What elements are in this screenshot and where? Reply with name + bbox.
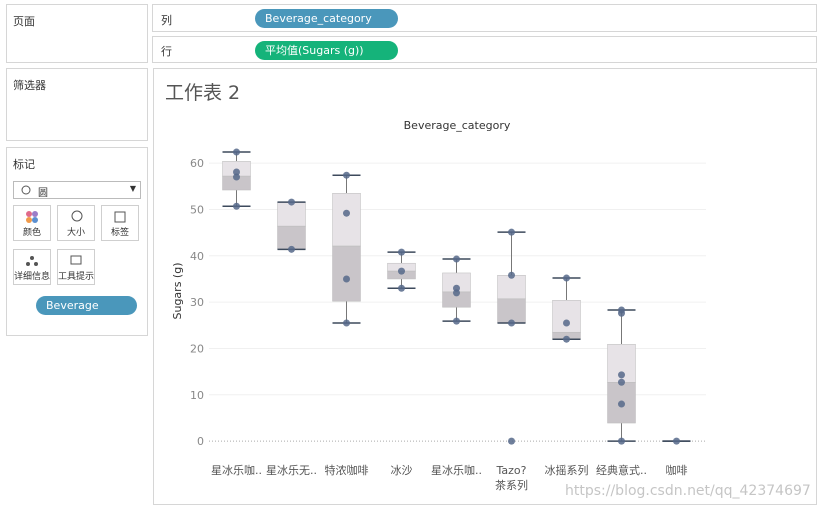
point	[233, 202, 240, 210]
point	[343, 171, 350, 179]
icon	[114, 211, 126, 223]
color-button[interactable]: 颜色	[13, 205, 51, 241]
mark-type-dropdown[interactable]: 圆 ▼	[13, 181, 141, 199]
x-tick-label: Tazo? 茶系列	[495, 464, 528, 492]
label-button[interactable]: 标签	[101, 205, 139, 241]
rows-label: 行	[161, 45, 172, 58]
box-upper	[552, 300, 581, 333]
x-tick-label: 冰摇系列	[544, 464, 589, 477]
point	[563, 319, 570, 327]
x-tick-label: 星冰乐咖..	[431, 464, 482, 477]
sheet-title: 工作表 2	[165, 82, 240, 104]
worksheet: 工作表 2 Beverage_category Sugars (g) 0 10 20…	[153, 68, 817, 505]
point	[233, 173, 240, 181]
point	[343, 209, 350, 217]
y-tick-label: 0	[197, 435, 204, 448]
point	[508, 319, 515, 327]
point	[618, 437, 625, 445]
point	[398, 248, 405, 256]
pages-label: 页面	[13, 15, 35, 28]
y-tick-label: 30	[190, 296, 204, 309]
columns-shelf: 列 Beverage_category	[152, 4, 817, 32]
point	[508, 271, 515, 279]
button-label: 工具提示	[58, 272, 95, 282]
button-label: 详细信息	[14, 272, 51, 282]
point	[343, 275, 350, 283]
x-tick-label: 星冰乐无..	[266, 464, 317, 477]
tooltip-button[interactable]: 工具提示	[57, 249, 95, 285]
y-tick-label: 50	[190, 203, 204, 216]
point	[343, 319, 350, 327]
box-upper	[497, 275, 526, 300]
chart: 工作表 2 Beverage_category Sugars (g) 0 10 20…	[165, 82, 706, 448]
point	[453, 317, 460, 325]
point	[618, 371, 625, 379]
marks-label: 标记	[13, 158, 35, 171]
x-tick-label: 特浓咖啡	[324, 464, 369, 477]
watermark: https://blog.csdn.net/qq_42374697	[565, 483, 811, 499]
icon	[26, 211, 38, 223]
rows-shelf: 行 平均值(Sugars (g))	[152, 36, 817, 63]
point	[563, 335, 570, 343]
dropdown-arrow: ▼	[129, 184, 136, 193]
pages-shelf: 页面	[6, 4, 148, 63]
point	[618, 309, 625, 317]
box-lower	[497, 298, 526, 324]
point	[233, 148, 240, 156]
button-label: 颜色	[22, 228, 41, 238]
icon	[26, 256, 38, 266]
point	[563, 274, 570, 282]
mark-type: 圆	[38, 188, 48, 199]
point	[673, 437, 680, 445]
filters-shelf: 筛选器	[6, 68, 148, 141]
point	[288, 198, 295, 206]
box-upper	[332, 193, 361, 247]
filters-label: 筛选器	[13, 79, 46, 92]
chart-title: Beverage_category	[404, 119, 511, 132]
point	[508, 228, 515, 236]
columns-pill[interactable]: Beverage_category	[255, 9, 398, 28]
box-lower	[332, 245, 361, 302]
point	[453, 289, 460, 297]
point	[398, 267, 405, 275]
point	[453, 255, 460, 263]
point	[618, 378, 625, 386]
button-label: 大小	[66, 228, 85, 238]
detail-pill[interactable]: Beverage	[36, 296, 137, 315]
icon	[70, 255, 82, 265]
point	[398, 284, 405, 292]
y-tick-label: 40	[190, 250, 204, 263]
point	[618, 400, 625, 408]
y-tick-label: 10	[190, 389, 204, 402]
x-tick-label: 经典意式..	[596, 464, 647, 477]
button-label: 标签	[110, 228, 129, 238]
point	[233, 168, 240, 176]
box-upper	[277, 201, 306, 227]
columns-label: 列	[161, 14, 172, 27]
rows-pill[interactable]: 平均值(Sugars (g))	[255, 41, 398, 60]
x-tick-label: 星冰乐咖..	[211, 464, 262, 477]
size-button[interactable]: 大小	[57, 205, 95, 241]
marks-card: 标记 圆 ▼ 颜色 大小 标签 详细信息 工具提示 Beverage	[6, 147, 148, 336]
y-axis-label: Sugars (g)	[171, 263, 184, 320]
x-tick-label: 咖啡	[665, 464, 688, 477]
point	[508, 437, 515, 445]
y-tick-label: 60	[190, 157, 204, 170]
point	[288, 245, 295, 253]
y-tick-label: 20	[190, 342, 204, 355]
detail-button[interactable]: 详细信息	[13, 249, 51, 285]
x-tick-label: 冰沙	[390, 464, 413, 477]
circle-icon	[21, 185, 31, 195]
icon	[71, 210, 83, 222]
